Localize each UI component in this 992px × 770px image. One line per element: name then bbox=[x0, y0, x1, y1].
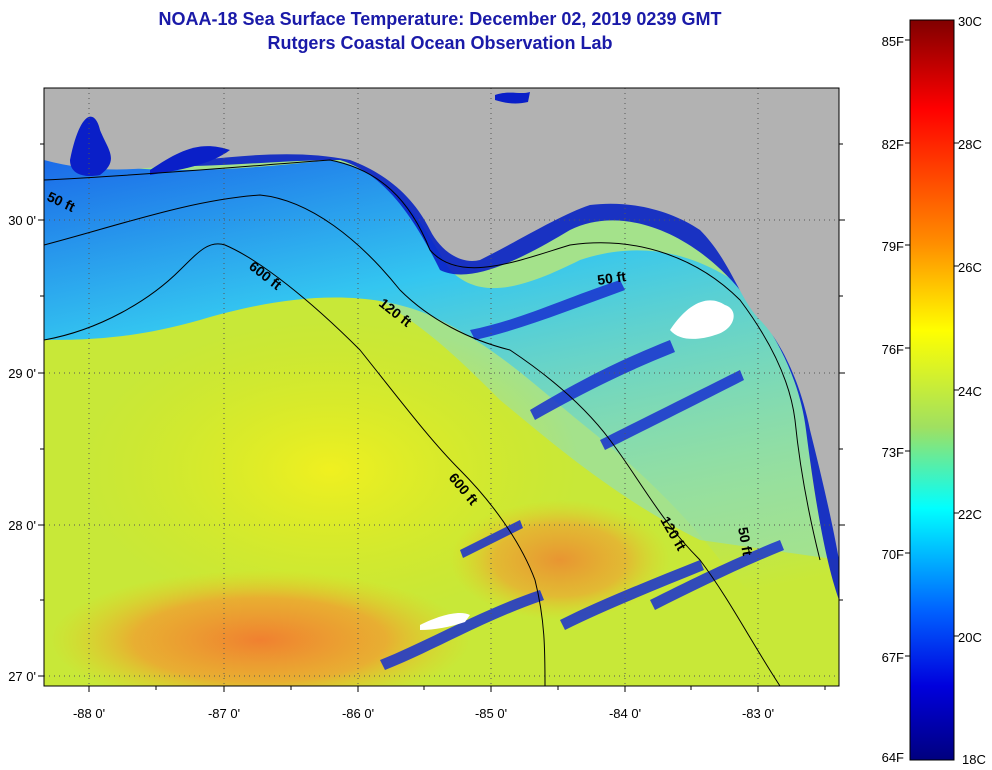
colorbar: 85F 82F 79F 76F 73F 70F 67F 64F 30C 28C … bbox=[882, 14, 986, 767]
isobath-600ft bbox=[44, 243, 546, 686]
lon-tick-label: -87 0' bbox=[208, 706, 240, 721]
pensacola-bay bbox=[150, 146, 230, 175]
colorbar-f-label: 76F bbox=[882, 342, 904, 357]
lon-tick-label: -84 0' bbox=[609, 706, 641, 721]
warm-patch-south bbox=[50, 570, 470, 686]
isobath-120ft bbox=[44, 194, 781, 686]
colorbar-c-label: 24C bbox=[958, 384, 982, 399]
colorbar-f-label: 67F bbox=[882, 650, 904, 665]
cloud-patch bbox=[670, 300, 734, 339]
lat-tick-label: 30 0' bbox=[8, 213, 36, 228]
cool-shelf-water bbox=[44, 150, 839, 686]
colorbar-f-label: 73F bbox=[882, 445, 904, 460]
lon-tick-label: -85 0' bbox=[475, 706, 507, 721]
colorbar-c-label: 18C bbox=[962, 752, 986, 767]
isobaths bbox=[44, 159, 821, 686]
colorbar-c-label: 20C bbox=[958, 630, 982, 645]
warm-patch-southeast bbox=[450, 500, 670, 620]
colorbar-c-label: 28C bbox=[958, 137, 982, 152]
contour-label: 50 ft bbox=[596, 268, 627, 288]
chart-subtitle: Rutgers Coastal Ocean Observation Lab bbox=[267, 33, 613, 53]
colorbar-f-label: 85F bbox=[882, 34, 904, 49]
map-area: 50 ft 600 ft 120 ft 50 ft 600 ft 120 ft … bbox=[44, 88, 839, 686]
tick-marks bbox=[38, 143, 845, 692]
mobile-bay bbox=[70, 116, 111, 177]
colorbar-f-label: 79F bbox=[882, 239, 904, 254]
colorbar-ticks bbox=[905, 39, 959, 657]
colorbar-f-label: 70F bbox=[882, 547, 904, 562]
inland-lake bbox=[495, 92, 530, 104]
map-frame bbox=[43, 87, 840, 687]
chart-title: NOAA-18 Sea Surface Temperature: Decembe… bbox=[158, 9, 722, 29]
isobath-50ft bbox=[44, 159, 821, 561]
lon-tick-label: -83 0' bbox=[742, 706, 774, 721]
lat-tick-labels: 30 0' 29 0' 28 0' 27 0' bbox=[8, 213, 36, 684]
lat-tick-label: 27 0' bbox=[8, 669, 36, 684]
colorbar-f-label: 82F bbox=[882, 137, 904, 152]
land-mass bbox=[44, 88, 839, 560]
colorbar-scale bbox=[909, 19, 955, 761]
lat-tick-label: 28 0' bbox=[8, 518, 36, 533]
lon-tick-labels: -88 0' -87 0' -86 0' -85 0' -84 0' -83 0… bbox=[73, 706, 774, 721]
cold-filaments bbox=[380, 280, 784, 670]
colorbar-c-label: 30C bbox=[958, 14, 982, 29]
cloud-patch-small bbox=[420, 613, 470, 630]
colorbar-f-label: 64F bbox=[882, 750, 904, 765]
lon-tick-label: -88 0' bbox=[73, 706, 105, 721]
contour-label: 50 ft bbox=[735, 526, 756, 557]
lat-tick-label: 29 0' bbox=[8, 366, 36, 381]
colorbar-c-label: 26C bbox=[958, 260, 982, 275]
lon-tick-label: -86 0' bbox=[342, 706, 374, 721]
colorbar-c-label: 22C bbox=[958, 507, 982, 522]
